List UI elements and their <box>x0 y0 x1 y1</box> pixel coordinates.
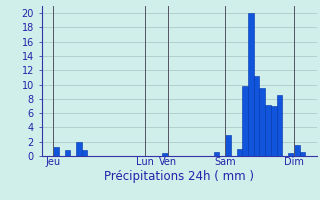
Bar <box>271 106 277 156</box>
Bar <box>242 86 248 156</box>
Bar <box>236 149 242 156</box>
Bar <box>294 145 300 156</box>
Bar <box>254 76 260 156</box>
Bar <box>248 13 254 156</box>
Bar <box>300 152 305 156</box>
Bar <box>65 150 70 156</box>
Bar <box>76 142 82 156</box>
Bar <box>277 95 282 156</box>
Bar <box>260 88 265 156</box>
Bar <box>82 150 87 156</box>
Bar <box>53 147 59 156</box>
Bar <box>265 105 271 156</box>
Bar <box>214 152 219 156</box>
Bar <box>162 153 168 156</box>
X-axis label: Précipitations 24h ( mm ): Précipitations 24h ( mm ) <box>104 170 254 183</box>
Bar <box>225 135 231 156</box>
Bar <box>288 153 294 156</box>
